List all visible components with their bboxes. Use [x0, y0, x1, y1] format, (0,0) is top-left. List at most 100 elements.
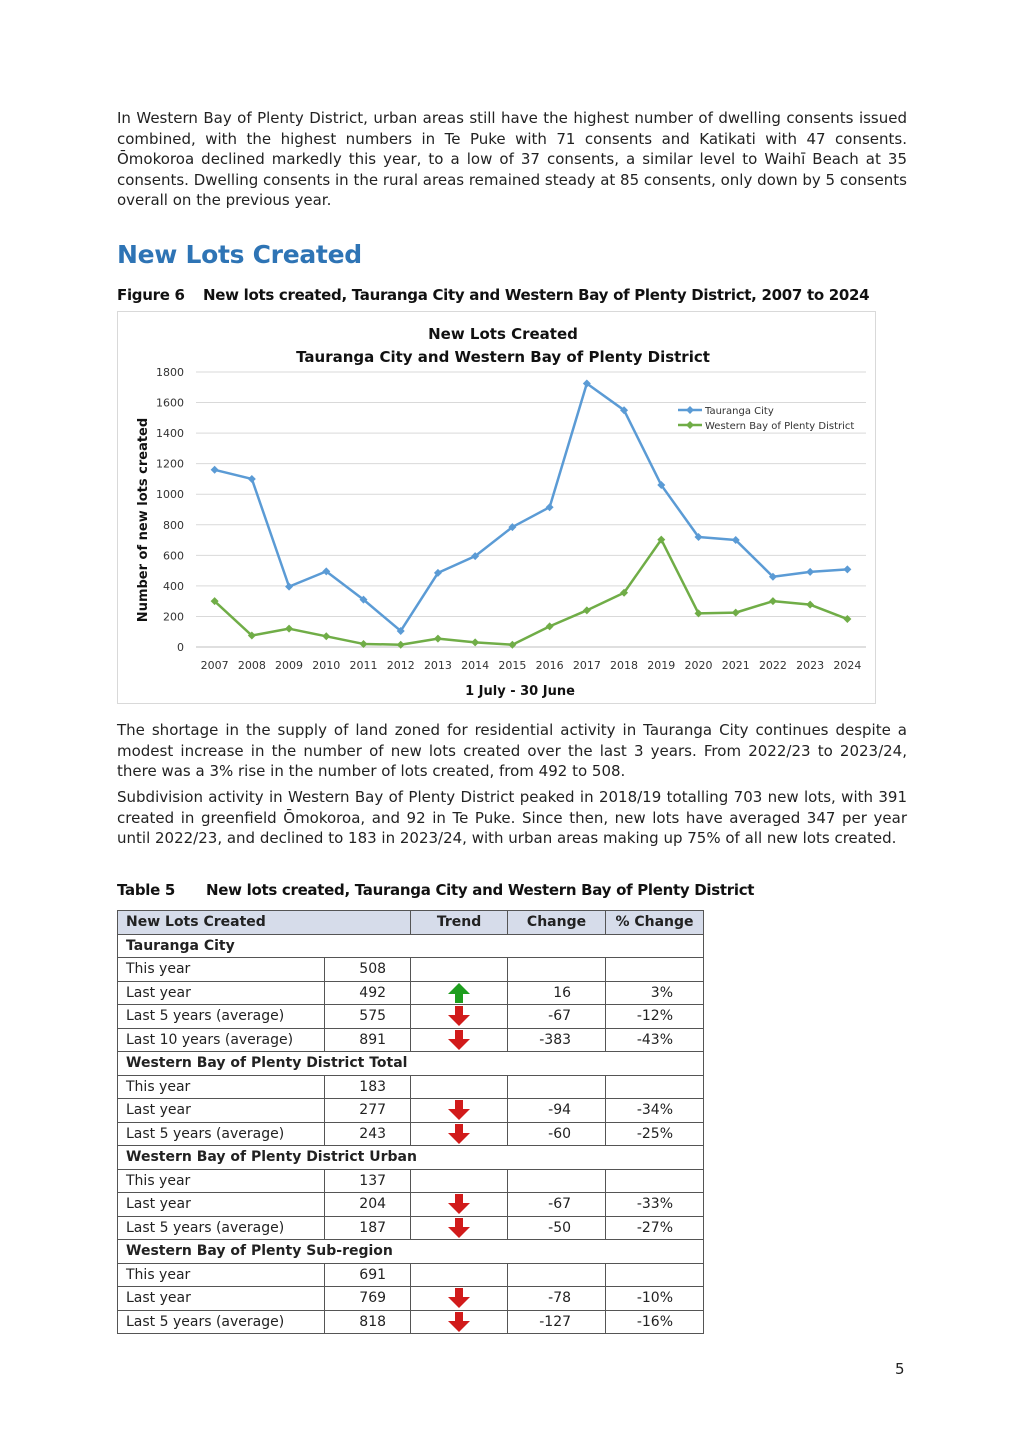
page-number: 5	[895, 1360, 905, 1378]
chart-data-point	[396, 640, 405, 649]
row-pct-change: -43%	[605, 1027, 705, 1052]
arrow-up-icon	[448, 982, 471, 1003]
chart-title: New Lots Created	[428, 325, 578, 343]
row-value: 891	[323, 1027, 412, 1052]
row-pct-change	[605, 1074, 705, 1099]
row-label: Last 5 years (average)	[117, 1121, 325, 1146]
chart-x-tick-label: 2014	[461, 659, 489, 672]
chart-svg: New Lots Created Tauranga City and Weste…	[136, 325, 866, 699]
chart-y-tick-label: 1000	[156, 488, 184, 501]
arrow-down-icon	[448, 1288, 471, 1309]
table-row: Last 5 years (average) 575 -67 -12%	[117, 1004, 705, 1029]
table-section-title: Western Bay of Plenty District Total	[116, 1051, 705, 1076]
arrow-down-icon	[448, 1006, 471, 1027]
row-value: 575	[323, 1004, 412, 1029]
row-change: -383	[507, 1027, 607, 1052]
chart-data-point	[806, 567, 815, 576]
table-row: Last year 204 -67 -33%	[117, 1192, 705, 1217]
chart-data-point	[285, 624, 294, 633]
table-row: This year 183	[117, 1074, 705, 1099]
row-trend	[410, 1074, 509, 1099]
figure-caption: Figure 6 New lots created, Tauranga City …	[117, 286, 870, 304]
chart-data-point	[694, 533, 703, 541]
table-section-row: Tauranga City	[116, 933, 705, 958]
row-change: -78	[507, 1286, 607, 1311]
chart-data-point	[582, 379, 591, 388]
legend-swatch-marker	[686, 406, 694, 414]
row-value: 492	[323, 980, 412, 1005]
table-row: This year 691	[117, 1262, 705, 1287]
row-label: This year	[117, 1262, 325, 1287]
row-pct-change: -10%	[605, 1286, 705, 1311]
chart-data-point	[508, 640, 517, 649]
table-caption-id: Table 5	[117, 881, 176, 899]
chart-data-point	[359, 595, 368, 604]
chart-x-tick-label: 2009	[275, 659, 303, 672]
chart-x-tick-label: 2023	[796, 659, 824, 672]
row-change: -50	[507, 1215, 607, 1240]
row-change: -127	[507, 1309, 607, 1334]
chart-data-point	[322, 567, 331, 576]
row-value: 187	[323, 1215, 412, 1240]
row-pct-change	[605, 957, 705, 982]
table-row: This year 508	[117, 957, 705, 982]
row-value: 818	[323, 1309, 412, 1334]
table-row: Last 5 years (average) 243 -60 -25%	[117, 1121, 705, 1146]
figure-caption-id: Figure 6	[117, 286, 185, 304]
arrow-down-icon	[448, 1311, 471, 1332]
chart-x-tick-label: 2016	[536, 659, 564, 672]
row-change	[507, 957, 607, 982]
chart-y-tick-label: 600	[163, 549, 184, 562]
chart-data-point	[657, 535, 666, 544]
header-trend: Trend	[410, 910, 509, 935]
chart-data-point	[359, 639, 368, 648]
figure-caption-text: New lots created, Tauranga City and West…	[203, 286, 870, 304]
chart-data-point	[433, 634, 442, 643]
row-trend	[410, 957, 509, 982]
row-value: 183	[323, 1074, 412, 1099]
row-label: Last year	[117, 980, 325, 1005]
chart-y-tick-label: 800	[163, 519, 184, 532]
chart-data-point	[322, 632, 331, 641]
chart-data-point	[620, 406, 629, 415]
row-label: Last year	[117, 1098, 325, 1123]
row-trend	[410, 1215, 509, 1240]
arrow-down-icon	[448, 1029, 471, 1050]
row-pct-change: -33%	[605, 1192, 705, 1217]
table-section-row: Western Bay of Plenty Sub-region	[116, 1239, 705, 1264]
arrow-down-icon	[448, 1217, 471, 1238]
table-row: Last 5 years (average) 818 -127 -16%	[117, 1309, 705, 1334]
chart-y-tick-label: 400	[163, 580, 184, 593]
chart-data-point	[433, 568, 442, 577]
row-pct-change: -34%	[605, 1098, 705, 1123]
chart-x-tick-label: 2012	[387, 659, 415, 672]
row-trend	[410, 1098, 509, 1123]
row-value: 508	[323, 957, 412, 982]
chart-series-line	[213, 538, 848, 646]
row-label: Last year	[117, 1286, 325, 1311]
row-trend	[410, 980, 509, 1005]
chart-x-tick-label: 2013	[424, 659, 452, 672]
table-section-title: Western Bay of Plenty District Urban	[116, 1145, 705, 1170]
row-pct-change: -12%	[605, 1004, 705, 1029]
chart-data-point	[545, 622, 554, 631]
chart-x-tick-label: 2011	[350, 659, 378, 672]
table-row: Last year 769 -78 -10%	[117, 1286, 705, 1311]
chart-y-tick-label: 200	[163, 610, 184, 623]
row-trend	[410, 1004, 509, 1029]
chart-x-tick-label: 2020	[685, 659, 713, 672]
row-label: Last year	[117, 1192, 325, 1217]
chart-data-point	[285, 582, 294, 591]
chart-data-point	[806, 600, 815, 609]
chart-x-tick-label: 2017	[573, 659, 601, 672]
row-change	[507, 1168, 607, 1193]
header-change: Change	[507, 910, 607, 935]
chart-data-point	[396, 626, 405, 635]
chart-y-tick-label: 1800	[156, 366, 184, 379]
table-section-row: Western Bay of Plenty District Total	[116, 1051, 705, 1076]
chart-series-line	[214, 382, 848, 633]
row-pct-change	[605, 1168, 705, 1193]
line-chart: New Lots Created Tauranga City and Weste…	[117, 311, 876, 704]
chart-x-tick-label: 2007	[201, 659, 229, 672]
paragraph-subdivision: Subdivision activity in Western Bay of P…	[117, 788, 907, 848]
